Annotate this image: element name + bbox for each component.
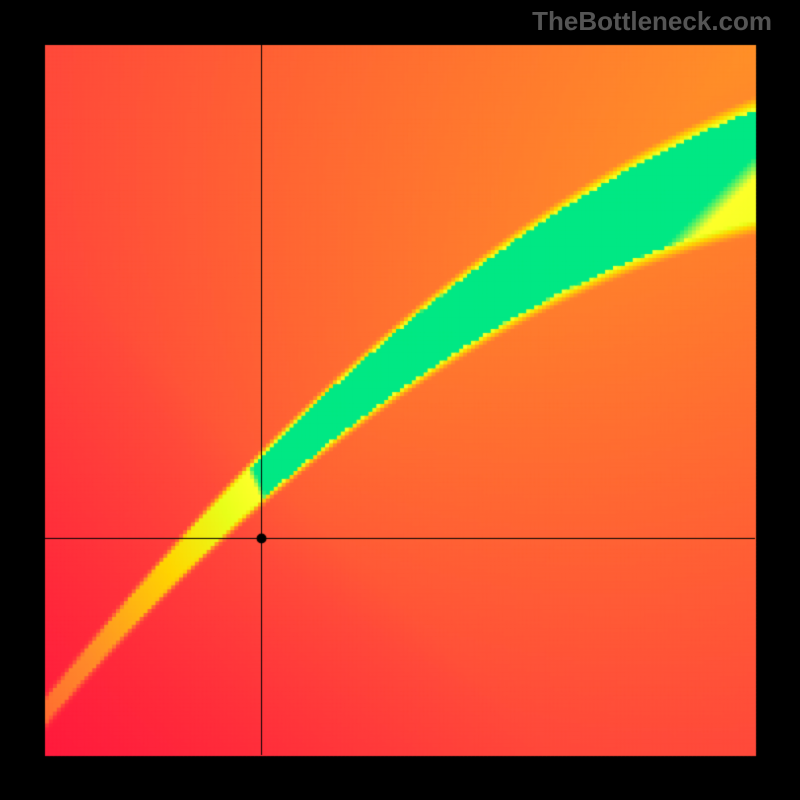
watermark-text: TheBottleneck.com: [532, 6, 772, 37]
bottleneck-heatmap: [0, 0, 800, 800]
